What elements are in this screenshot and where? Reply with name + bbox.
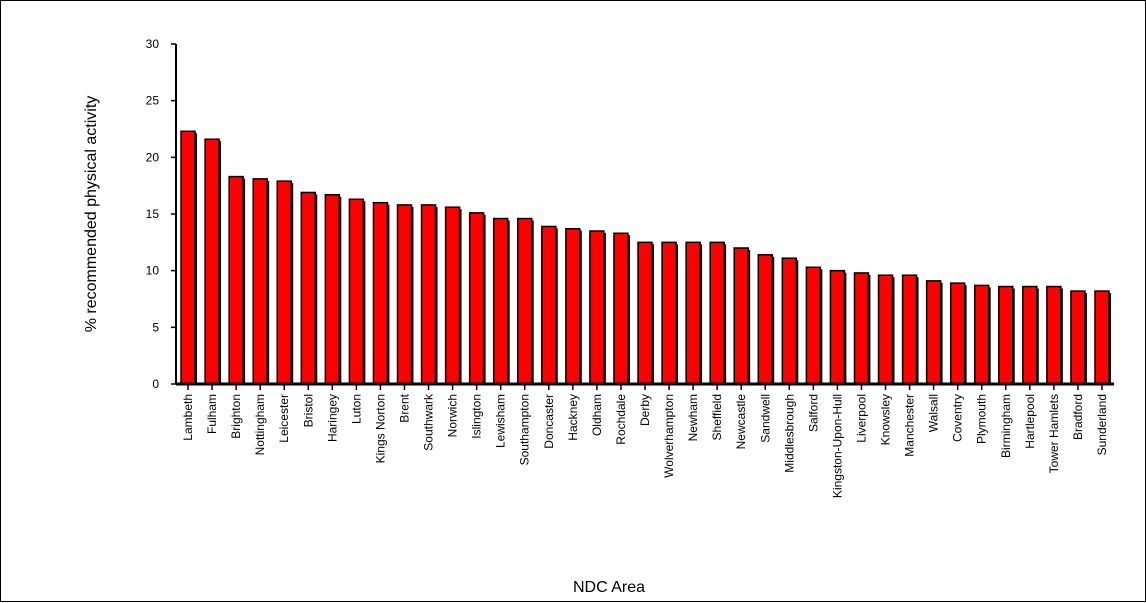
bar <box>709 241 725 385</box>
y-tick-label: 30 <box>146 37 160 51</box>
x-tick-label: Bristol <box>301 394 315 427</box>
bar <box>444 206 461 385</box>
bar <box>949 282 966 385</box>
x-tick-label: Hackney <box>566 394 580 441</box>
y-tick-label: 25 <box>146 94 160 108</box>
x-tick-label: Haringey <box>325 394 339 442</box>
x-tick-label: Tower Hamlets <box>1047 394 1061 473</box>
bar <box>1070 290 1086 385</box>
x-tick-label: Manchester <box>903 394 917 457</box>
x-axis-title: NDC Area <box>573 579 645 596</box>
bar <box>853 272 870 385</box>
y-axis-title: % recommended physical activity <box>83 96 100 333</box>
axes-layer <box>171 43 1114 390</box>
bar <box>300 191 317 385</box>
x-tick-label: Lambeth <box>181 394 195 441</box>
bar <box>468 212 485 385</box>
x-tick-label: Southwark <box>422 393 436 451</box>
bar <box>998 285 1014 385</box>
labels-layer: 0 5 10 15 20 25 30 Lambeth Fulham Brighton Notting… <box>146 37 1109 498</box>
bar <box>901 274 918 385</box>
x-tick-label: Luton <box>349 394 363 424</box>
x-tick-label: Lewisham <box>494 394 508 448</box>
bar <box>757 254 773 385</box>
bar <box>589 230 605 385</box>
bar <box>276 180 292 385</box>
x-tick-label: Norwich <box>446 394 460 437</box>
bar <box>252 178 268 385</box>
bar <box>228 175 244 385</box>
x-tick-label: Islington <box>470 394 484 439</box>
x-tick-label: Knowsley <box>879 394 893 445</box>
x-tick-label: Wolverhampton <box>662 394 676 478</box>
x-tick-label: Sheffield <box>710 394 724 440</box>
y-tick-label: 20 <box>146 150 160 164</box>
bar <box>204 138 220 385</box>
bar <box>1022 285 1038 385</box>
bar <box>805 266 822 385</box>
x-tick-label: Middlesbrough <box>782 394 796 473</box>
x-tick-label: Newham <box>686 394 700 441</box>
bar <box>420 204 437 385</box>
x-tick-label: Leicester <box>277 394 291 443</box>
x-tick-label: Southampton <box>518 394 532 465</box>
bar <box>925 280 942 385</box>
bar <box>324 193 341 385</box>
bar <box>517 217 533 385</box>
x-tick-label: Brighton <box>229 394 243 439</box>
bar <box>685 241 701 385</box>
bar <box>565 227 581 385</box>
bar <box>372 201 389 385</box>
bar <box>541 225 557 385</box>
bar <box>661 241 677 385</box>
bar <box>637 241 653 385</box>
x-tick-label: Fulham <box>205 394 219 434</box>
bar <box>973 284 990 385</box>
y-tick-label: 15 <box>146 207 160 221</box>
x-tick-label: Oldham <box>590 394 604 436</box>
x-tick-label: Kingston-Upon-Hull <box>830 394 844 498</box>
x-tick-label: Sunderland <box>1095 394 1109 455</box>
x-tick-label: Birmingham <box>999 394 1013 458</box>
x-tick-label: Kings Norton <box>373 394 387 463</box>
x-tick-label: Doncaster <box>542 394 556 449</box>
bar <box>1094 290 1110 385</box>
x-tick-label: Newcastle <box>734 394 748 450</box>
bar <box>877 274 894 385</box>
x-tick-label: Liverpool <box>854 394 868 443</box>
bar <box>348 198 365 385</box>
x-tick-label: Plymouth <box>975 394 989 444</box>
x-tick-label: Hartlepool <box>1023 394 1037 449</box>
x-tick-label: Rochdale <box>614 394 628 445</box>
x-tick-label: Nottingham <box>253 394 267 455</box>
bar <box>781 257 798 385</box>
x-tick-label: Bradford <box>1071 394 1085 440</box>
y-tick-label: 0 <box>152 377 159 391</box>
x-tick-label: Derby <box>638 394 652 426</box>
bar <box>396 204 413 385</box>
y-tick-label: 5 <box>152 320 159 334</box>
bar <box>613 232 629 385</box>
x-tick-label: Brent <box>397 393 411 422</box>
x-tick-label: Salford <box>806 394 820 432</box>
y-tick-label: 10 <box>146 264 160 278</box>
x-tick-label: Sandwell <box>758 394 772 443</box>
bar <box>1046 285 1062 385</box>
x-tick-label: Walsall <box>927 394 941 432</box>
bar <box>829 269 846 385</box>
bars-layer <box>180 130 1111 385</box>
x-tick-label: Coventry <box>951 394 965 442</box>
bar <box>180 130 196 385</box>
bar <box>733 247 749 385</box>
bar <box>492 217 509 385</box>
